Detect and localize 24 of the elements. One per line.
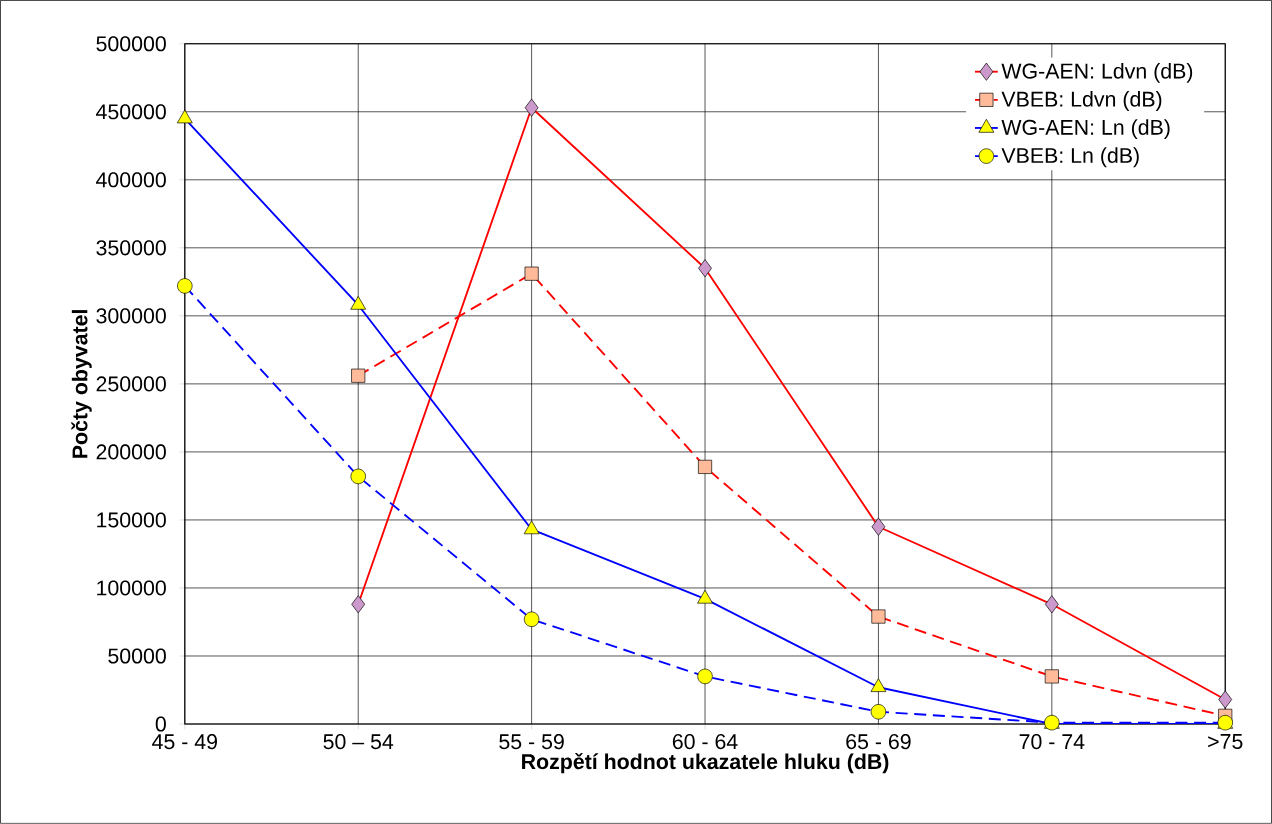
y-tick-label: 100000 — [97, 580, 166, 596]
x-tick-label: 50 – 54 — [323, 734, 394, 750]
x-axis-title: Rozpětí hodnot ukazatele hluku (dB) — [522, 753, 889, 774]
y-tick-label: 200000 — [96, 444, 166, 460]
y-axis-title: Počty obyvatel — [71, 310, 92, 458]
y-tick-label: 50000 — [108, 648, 166, 664]
x-tick-label: 55 - 59 — [499, 734, 564, 750]
legend-label: WG-AEN: Ldvn (dB) — [1001, 63, 1193, 83]
x-tick-label: 60 - 64 — [672, 734, 738, 750]
y-tick-label: 350000 — [96, 240, 166, 256]
y-tick-label: 500000 — [96, 36, 166, 52]
y-tick-label: 450000 — [96, 104, 166, 120]
x-tick-label: 65 - 69 — [846, 734, 911, 750]
y-tick-label: 300000 — [96, 308, 166, 324]
y-tick-label: 400000 — [96, 172, 166, 188]
x-tick-label: 45 - 49 — [152, 734, 217, 750]
legend-label: VBEB: Ln (dB) — [1001, 147, 1139, 168]
y-tick-label: 250000 — [96, 376, 166, 392]
y-tick-label: 0 — [155, 716, 166, 732]
legend-label: WG-AEN: Ln (dB) — [1001, 119, 1170, 140]
legend-label: VBEB: Ldvn (dB) — [1001, 91, 1162, 112]
y-tick-label: 150000 — [97, 512, 166, 528]
x-tick-label: >75 — [1208, 734, 1243, 750]
x-tick-label: 70 - 74 — [1019, 734, 1085, 750]
